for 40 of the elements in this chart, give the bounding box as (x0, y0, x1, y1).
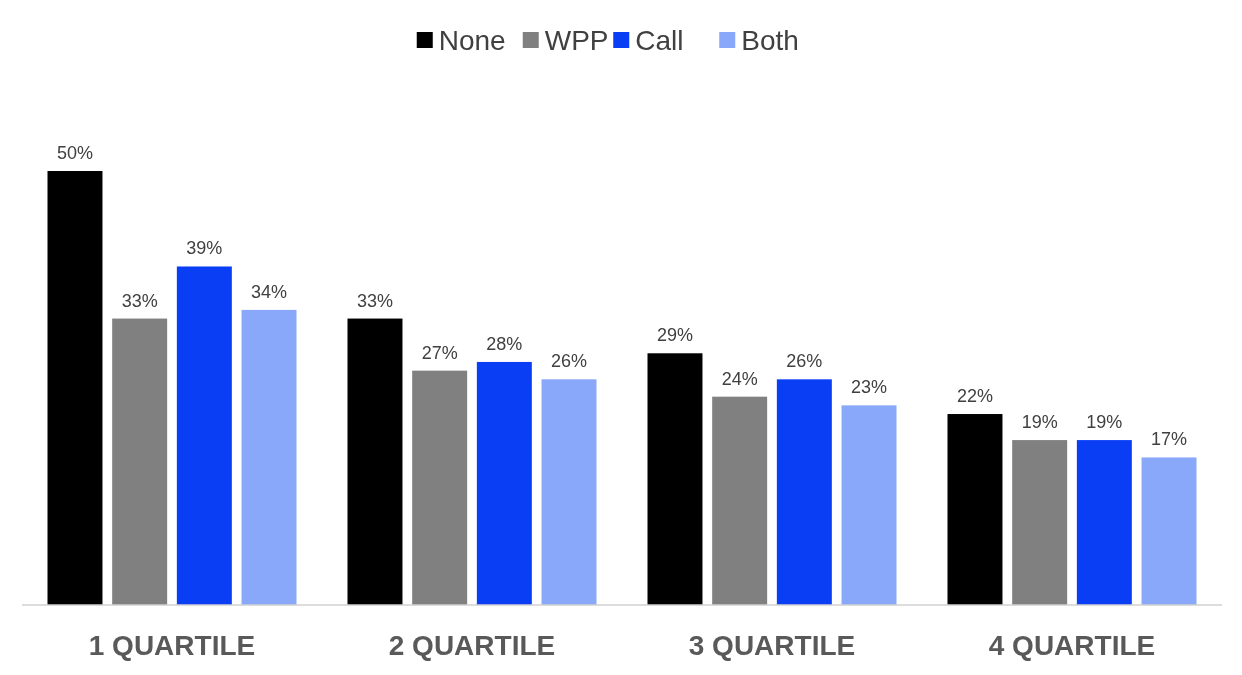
data-label: 28% (486, 333, 523, 354)
x-tick-label: 3 QUARTILE (688, 629, 856, 661)
data-label: 29% (656, 325, 693, 346)
data-label: 27% (421, 342, 458, 363)
bar (1076, 440, 1132, 605)
bar (47, 171, 103, 605)
bar (347, 318, 403, 605)
data-label: 34% (251, 281, 288, 302)
data-label: 22% (956, 386, 993, 407)
bar (1141, 457, 1197, 605)
x-tick-label: 4 QUARTILE (988, 629, 1156, 661)
bar (241, 309, 297, 605)
bar (947, 414, 1003, 605)
x-tick-label: 2 QUARTILE (388, 629, 556, 661)
data-label: 33% (121, 290, 158, 311)
data-label: 17% (1151, 429, 1188, 450)
bar (1012, 440, 1068, 605)
x-tick-label: 1 QUARTILE (88, 629, 256, 661)
data-label: 19% (1086, 412, 1123, 433)
legend-label: Both (741, 24, 799, 56)
bar (541, 379, 597, 605)
data-label: 23% (851, 377, 888, 398)
bar (712, 396, 768, 605)
bar (647, 353, 703, 605)
data-label: 50% (56, 143, 93, 163)
bar (176, 266, 232, 605)
bar (776, 379, 832, 605)
bar (412, 370, 468, 605)
data-label: 39% (186, 238, 223, 259)
data-label: 26% (786, 351, 823, 372)
bar (476, 361, 532, 605)
bar (841, 405, 897, 605)
legend-label: WPP (544, 24, 609, 56)
legend-label: Call (635, 24, 684, 56)
data-label: 33% (356, 290, 393, 311)
legend-label: None (438, 24, 506, 56)
data-label: 26% (551, 351, 588, 372)
data-label: 19% (1021, 412, 1058, 433)
bar (112, 318, 168, 605)
data-label: 24% (721, 368, 758, 389)
